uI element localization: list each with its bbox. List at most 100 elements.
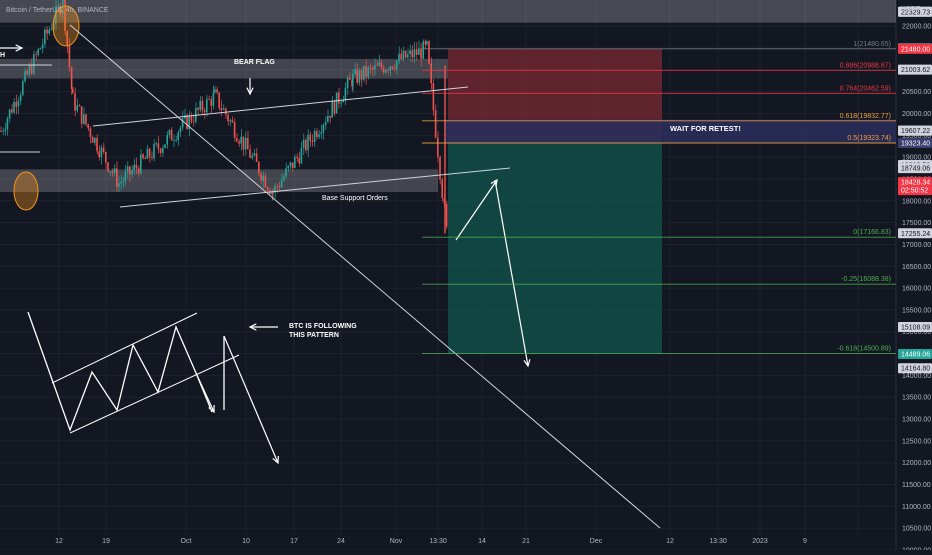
time-tick-label: Dec bbox=[590, 538, 603, 545]
candle-body bbox=[52, 23, 55, 29]
candle-body bbox=[181, 118, 184, 128]
candle-body bbox=[175, 139, 177, 141]
time-tick-label: 12 bbox=[55, 538, 63, 545]
candle-body bbox=[179, 127, 182, 133]
price-tag[interactable] bbox=[898, 228, 932, 239]
candle-body bbox=[291, 162, 294, 168]
candle-body bbox=[371, 67, 374, 70]
price-tag-label: 21480.00 bbox=[901, 46, 930, 53]
price-tag[interactable] bbox=[898, 64, 932, 75]
pattern-pointer-arrow-head bbox=[248, 323, 257, 331]
candle-body bbox=[218, 92, 220, 109]
time-tick-label: 24 bbox=[337, 538, 345, 545]
candle-body bbox=[159, 148, 162, 153]
candle-body bbox=[264, 175, 267, 188]
price-tag[interactable] bbox=[898, 125, 932, 136]
candle-body bbox=[360, 70, 363, 80]
price-tick-label: 16000.00 bbox=[902, 286, 931, 293]
candle-body bbox=[244, 137, 247, 150]
candle-body bbox=[113, 168, 116, 173]
price-tag[interactable] bbox=[898, 138, 932, 149]
candle-body bbox=[144, 158, 146, 159]
candle-body bbox=[94, 137, 96, 143]
candle-body bbox=[41, 44, 44, 49]
candle-body bbox=[100, 147, 103, 158]
time-tick-label: 14 bbox=[478, 538, 486, 545]
candle-body bbox=[418, 48, 420, 55]
candle-body bbox=[68, 45, 71, 68]
zones bbox=[0, 0, 896, 355]
candle-body bbox=[236, 137, 238, 142]
candle-body bbox=[135, 164, 138, 169]
candle-body bbox=[105, 151, 107, 163]
price-tag-label: 21003.62 bbox=[901, 67, 930, 74]
candle-body bbox=[57, 5, 59, 7]
candle-body bbox=[258, 161, 260, 174]
price-tag-label: 19323.40 bbox=[901, 141, 930, 148]
price-tag[interactable] bbox=[898, 6, 932, 17]
highlight-circle bbox=[52, 5, 80, 47]
pattern-arrow-big bbox=[223, 335, 279, 464]
candle-body bbox=[411, 50, 413, 58]
candle-body bbox=[382, 67, 385, 73]
candle-body bbox=[400, 53, 402, 60]
candle-body bbox=[61, 6, 64, 15]
price-tag[interactable] bbox=[898, 349, 932, 360]
candle-body bbox=[44, 29, 46, 45]
fib-level-label: -0.25(16088.38) bbox=[841, 276, 891, 283]
price-tag[interactable] bbox=[898, 363, 932, 374]
candle-body bbox=[441, 179, 443, 198]
candle-body bbox=[422, 41, 424, 59]
candle-body bbox=[39, 48, 42, 50]
price-tag[interactable] bbox=[898, 322, 932, 333]
retest-arrow-up bbox=[455, 179, 498, 241]
candle-body bbox=[17, 100, 20, 107]
price-tag[interactable] bbox=[898, 43, 932, 54]
candle-body bbox=[210, 99, 212, 106]
time-tick-label: 10 bbox=[242, 538, 250, 545]
wait-retest-label: WAIT FOR RETEST! bbox=[670, 124, 741, 133]
price-tag[interactable] bbox=[898, 177, 932, 196]
time-tick-label: Oct bbox=[181, 538, 192, 545]
bear-flag-upper-line bbox=[92, 86, 469, 127]
price-axis[interactable]: 10000.0010500.0011000.0011500.0012000.00… bbox=[898, 6, 932, 555]
resistance-band-top bbox=[0, 0, 896, 23]
base-support-label: Base Support Orders bbox=[322, 195, 388, 202]
candle-body bbox=[426, 41, 428, 45]
candle-body bbox=[177, 132, 179, 140]
candle-body bbox=[402, 50, 405, 60]
candle-body bbox=[247, 137, 249, 150]
candle-body bbox=[33, 54, 35, 74]
candle-body bbox=[434, 110, 437, 138]
candle-body bbox=[85, 114, 87, 125]
candle-body bbox=[122, 180, 124, 183]
candle-body bbox=[398, 53, 400, 61]
candle-body bbox=[262, 175, 264, 181]
candle-body bbox=[445, 203, 448, 227]
candle-body bbox=[352, 73, 354, 87]
candle-body bbox=[137, 168, 140, 174]
candle-body bbox=[30, 65, 33, 74]
price-tag-label: 18428.34 bbox=[901, 180, 930, 187]
candle-body bbox=[173, 140, 175, 141]
candle-body bbox=[83, 114, 85, 124]
short-target-zone bbox=[448, 143, 662, 355]
bear-flag-label: BEAR FLAG bbox=[234, 59, 275, 66]
time-axis[interactable]: 12 19 Oct 10 17 24 Nov 13:30 14 21 Dec 12 13:30 2023 9 bbox=[55, 538, 807, 545]
candle-body bbox=[342, 99, 344, 103]
candle-body bbox=[66, 31, 68, 46]
price-tick-label: 18000.00 bbox=[902, 198, 931, 205]
candle-body bbox=[238, 141, 240, 144]
candle-body bbox=[324, 121, 327, 125]
candle-body bbox=[24, 70, 26, 82]
pattern-zigzag bbox=[27, 311, 213, 432]
price-tag[interactable] bbox=[898, 163, 932, 174]
base-support-band bbox=[0, 169, 438, 193]
candle-body bbox=[432, 83, 435, 111]
candle-body bbox=[78, 105, 81, 107]
candle-body bbox=[6, 118, 9, 130]
bear-flag-lower-line bbox=[119, 167, 511, 208]
candle-body bbox=[307, 134, 309, 151]
